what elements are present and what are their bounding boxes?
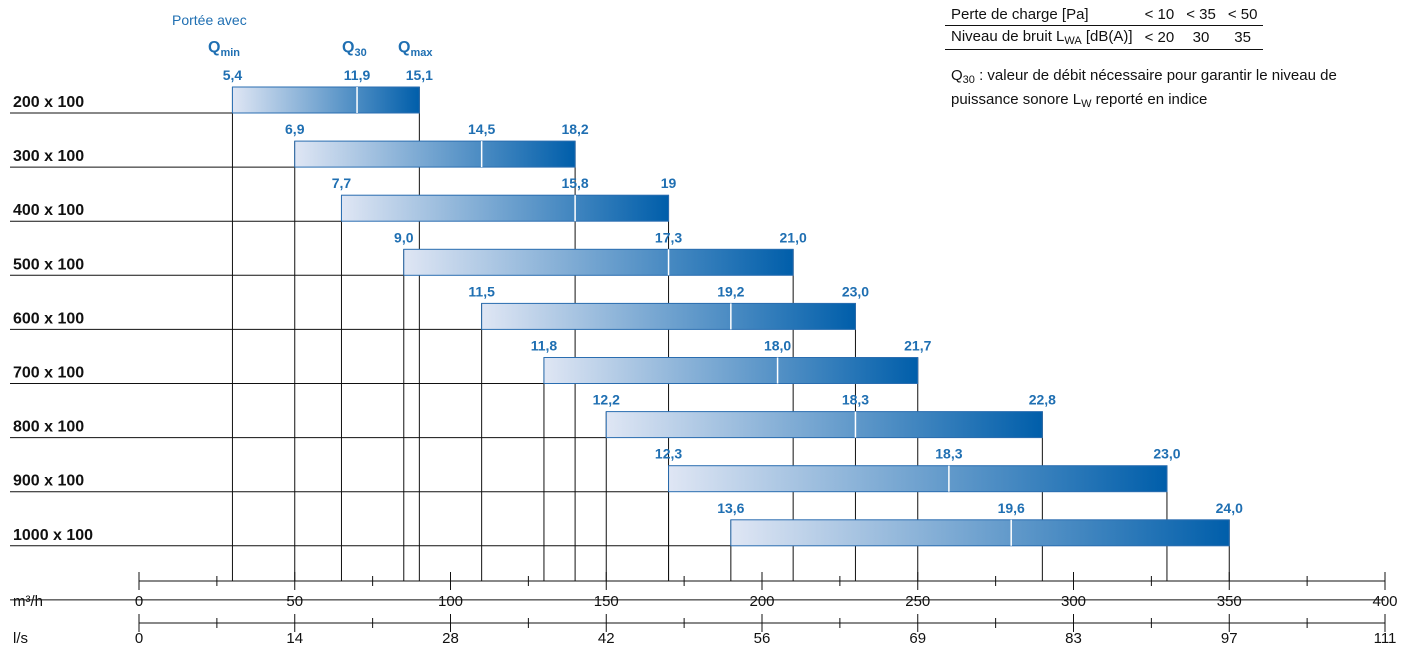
legend-noise-value: < 20 [1138, 25, 1181, 50]
q30-label: 18,0 [764, 338, 791, 354]
x-tick-label-ls: 97 [1221, 630, 1238, 647]
q-min-label: 9,0 [394, 229, 414, 245]
q-min-label: 7,7 [332, 175, 352, 191]
x-tick-label-ls: 111 [1374, 630, 1397, 647]
range-bar [340, 194, 670, 222]
x-tick-label-ls: 56 [754, 630, 771, 647]
q-max-label: 19 [661, 175, 677, 191]
value-labels: 5,4 11,9 15,1 6,9 14,5 18,2 7,7 15,8 19 9,0 17,3 21… [223, 67, 1243, 516]
q30-label: 19,2 [717, 283, 744, 299]
row-label: 900 x 100 [13, 473, 84, 490]
x-tick-label-m3h: 400 [1372, 593, 1397, 610]
q30-label: 18,3 [842, 392, 869, 408]
q-max-label: 24,0 [1216, 500, 1243, 516]
x-axis-label-m3h: m³/h [13, 593, 43, 610]
legend-noise-value: 30 [1180, 25, 1222, 50]
row-label: 1000 x 100 [13, 527, 93, 544]
x-axis-label-ls: l/s [13, 630, 28, 647]
x-tick-label-m3h: 0 [135, 593, 143, 610]
legend-pressure-value: < 50 [1221, 4, 1264, 26]
x-tick-label-m3h: 250 [905, 593, 930, 610]
row-label: 400 x 100 [13, 202, 84, 219]
bars [231, 86, 1230, 547]
q-max-header: Qmax [398, 39, 433, 59]
portee-label: Portée avec [172, 12, 247, 28]
x-tick-label-ls: 42 [598, 630, 615, 647]
range-bar [730, 519, 1230, 547]
q-min-label: 11,8 [531, 338, 558, 354]
range-bar [481, 302, 856, 330]
row-labels: 200 x 100 300 x 100 400 x 100 500 x 100 600 … [13, 94, 93, 544]
row-label: 500 x 100 [13, 256, 84, 273]
column-header: Portée avec Qmin Q30 Qmax [172, 12, 433, 59]
x-tick-label-m3h: 50 [286, 593, 303, 610]
row-label: 200 x 100 [13, 94, 84, 111]
q30-label: 15,8 [561, 175, 588, 191]
q-min-label: 11,5 [468, 283, 495, 299]
q30-label: 19,6 [998, 500, 1025, 516]
legend-table: Perte de charge [Pa] < 10 < 35 < 50 Nive… [945, 4, 1264, 50]
x-tick-label-m3h: 350 [1217, 593, 1242, 610]
q-max-label: 15,1 [406, 67, 433, 83]
q-min-label: 5,4 [223, 67, 243, 83]
row-label: 800 x 100 [13, 419, 84, 436]
x-tick-label-ls: 0 [135, 630, 143, 647]
legend-pressure-label: Perte de charge [Pa] [945, 4, 1139, 26]
q30-label: 18,3 [935, 446, 962, 462]
row-label: 600 x 100 [13, 310, 84, 327]
range-bar [231, 86, 420, 114]
q-max-label: 21,0 [780, 229, 807, 245]
q-min-label: 12,3 [655, 446, 682, 462]
q-min-label: 13,6 [717, 500, 744, 516]
q30-label: 14,5 [468, 121, 495, 137]
q-max-label: 18,2 [561, 121, 588, 137]
x-tick-label-ls: 28 [442, 630, 459, 647]
row-label: 300 x 100 [13, 148, 84, 165]
axes: 0 50 100 150 200 250 300 350 400 0 14 28 42 56 69 83 97 1… [13, 572, 1398, 647]
q-min-label: 12,2 [593, 392, 620, 408]
legend-note: Q30 : valeur de débit nécessaire pour ga… [951, 67, 1337, 110]
row-label: 700 x 100 [13, 365, 84, 382]
range-bar [543, 357, 919, 384]
q30-label: 17,3 [655, 229, 682, 245]
q-max-label: 21,7 [904, 338, 931, 354]
x-tick-label-m3h: 300 [1061, 593, 1086, 610]
q30-header: Q30 [342, 39, 367, 59]
legend-pressure-value: < 35 [1180, 4, 1222, 26]
x-tick-label-m3h: 150 [594, 593, 619, 610]
q-max-label: 23,0 [842, 283, 869, 299]
q-max-label: 22,8 [1029, 392, 1056, 408]
legend-noise-label: Niveau de bruit LWA [dB(A)] [945, 25, 1139, 50]
x-tick-label-m3h: 200 [749, 593, 774, 610]
range-bar [668, 465, 1168, 493]
x-tick-label-ls: 69 [909, 630, 926, 647]
range-bar [294, 140, 576, 168]
range-bar [605, 411, 1043, 439]
legend-row-noise: Niveau de bruit LWA [dB(A)] < 20 30 35 [945, 25, 1264, 50]
legend-pressure-value: < 10 [1138, 4, 1181, 26]
legend-row-pressure: Perte de charge [Pa] < 10 < 35 < 50 [945, 4, 1264, 26]
x-tick-label-m3h: 100 [438, 593, 463, 610]
q-min-header: Qmin [208, 39, 240, 59]
legend-noise-value: 35 [1221, 25, 1264, 50]
q-min-label: 6,9 [285, 121, 305, 137]
q30-label: 11,9 [344, 67, 371, 83]
x-tick-label-ls: 83 [1065, 630, 1082, 647]
range-bar [403, 248, 794, 276]
q-max-label: 23,0 [1153, 446, 1180, 462]
x-tick-label-ls: 14 [286, 630, 303, 647]
